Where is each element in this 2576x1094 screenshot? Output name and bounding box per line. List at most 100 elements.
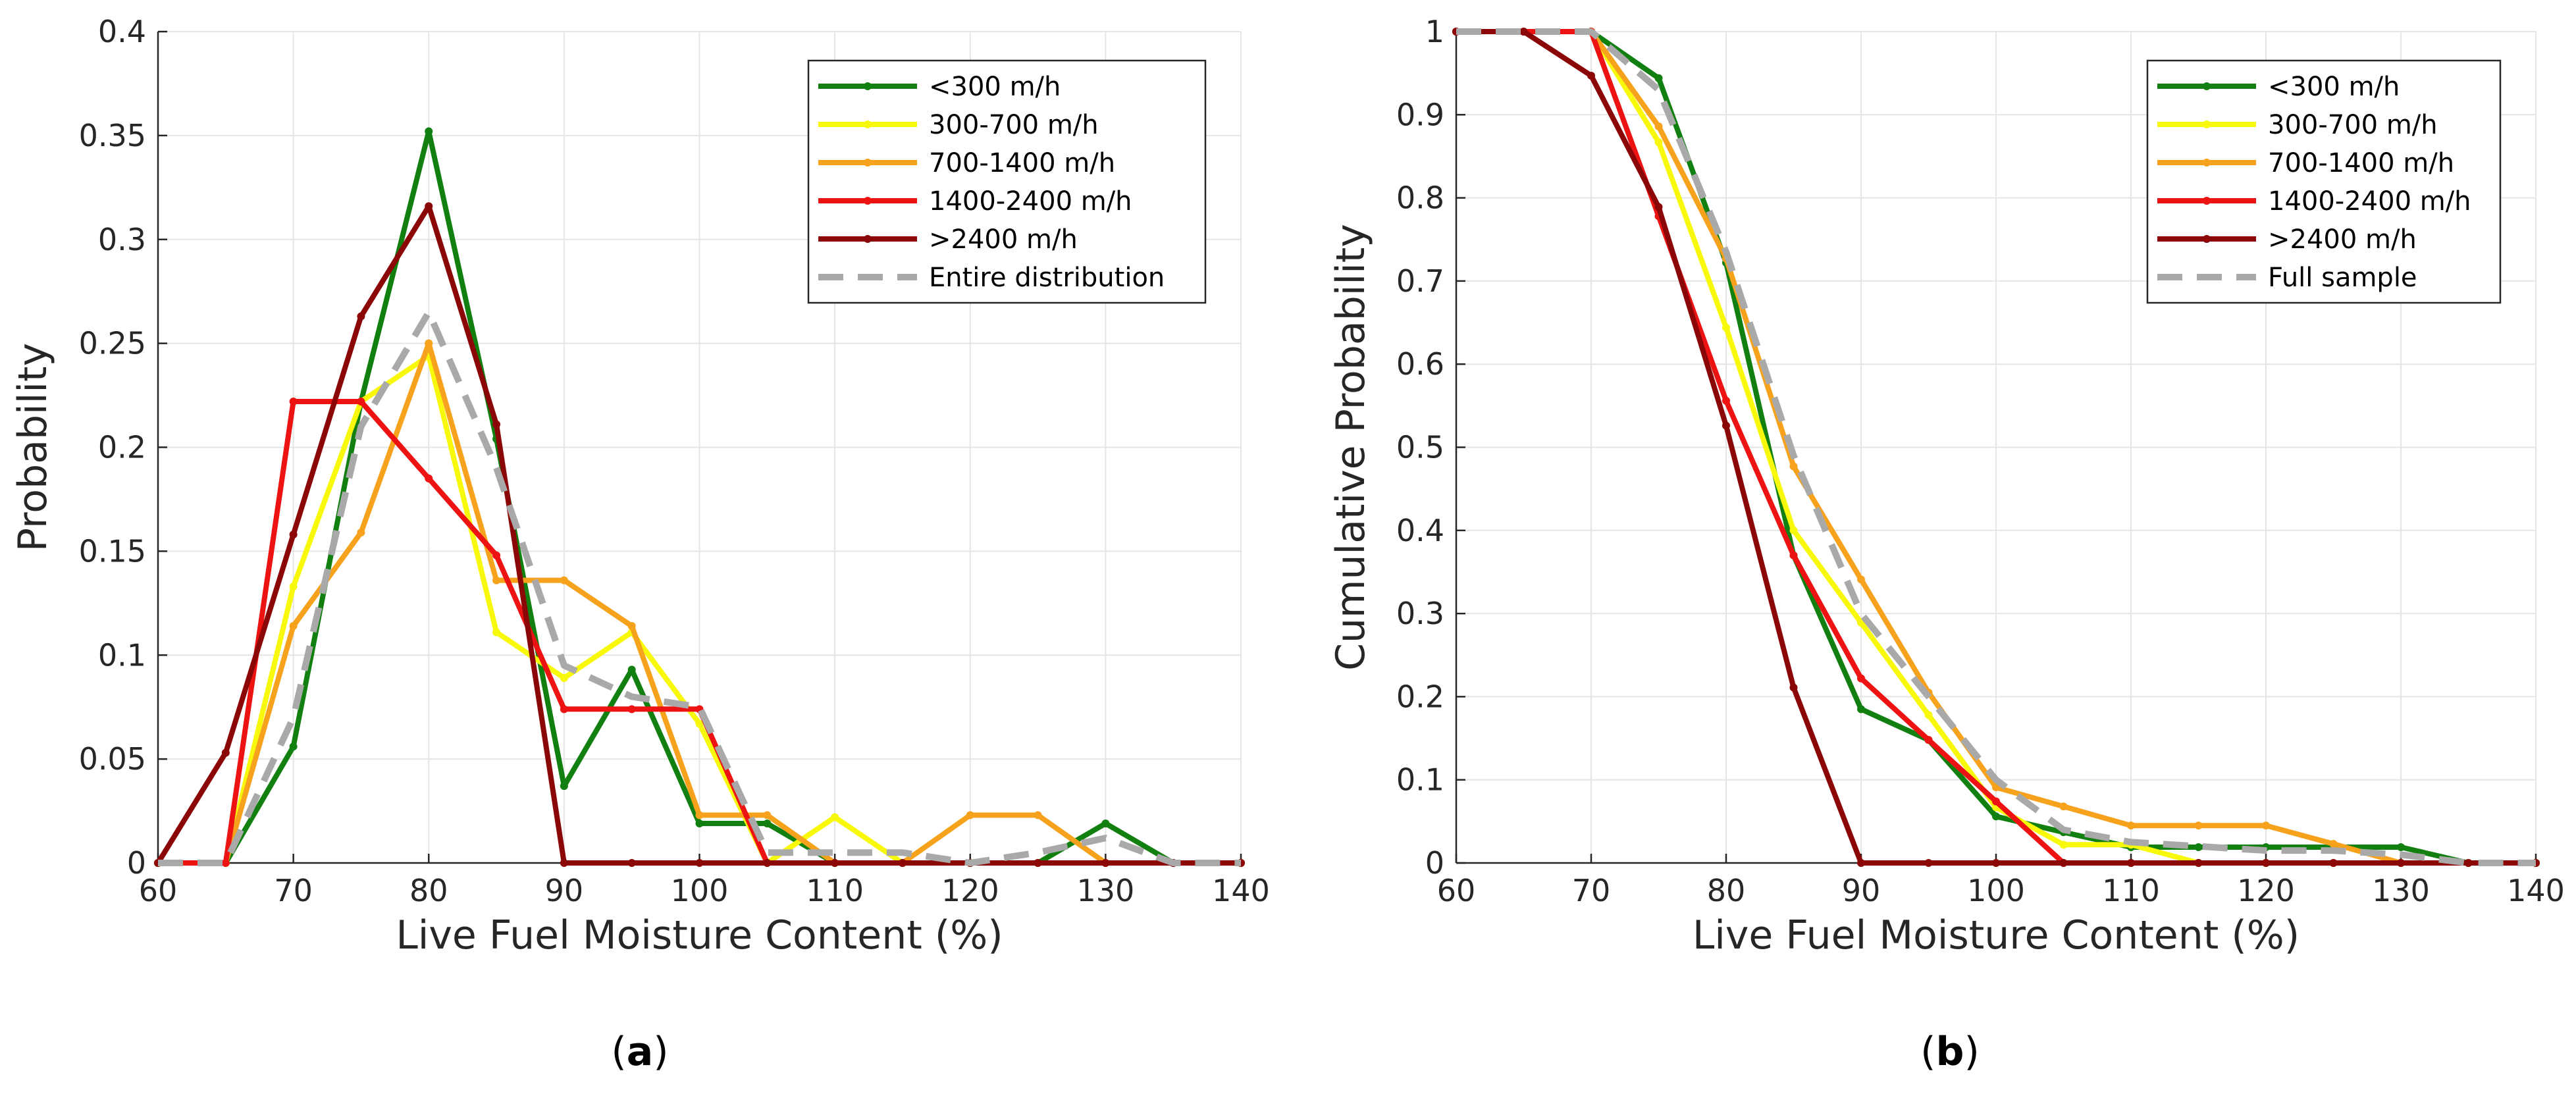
legend-marker-lt300: [864, 82, 872, 90]
legend-marker-lt300: [2203, 82, 2211, 90]
data-point-700_1400: [763, 811, 772, 820]
data-point-1400_2400: [221, 859, 230, 867]
data-point-700_1400: [2127, 821, 2135, 830]
x-tick-label: 130: [1076, 873, 1134, 908]
data-point-gt2400: [357, 312, 365, 321]
data-point-700_1400: [1789, 462, 1798, 471]
y-tick-label: 0.05: [79, 741, 146, 777]
data-point-gt2400: [763, 859, 772, 867]
y-tick-label: 0.1: [98, 637, 146, 673]
data-point-300_700: [1654, 138, 1663, 146]
legend-label-lt300: <300 m/h: [929, 72, 1061, 102]
x-tick-label: 80: [1707, 873, 1746, 908]
x-tick-label: 70: [274, 873, 313, 908]
y-tick-label: 0.6: [1396, 346, 1444, 382]
data-point-300_700: [831, 813, 839, 821]
y-axis-label: Cumulative Probability: [1328, 224, 1374, 671]
data-point-300_700: [560, 673, 568, 682]
data-point-lt300: [2397, 843, 2405, 852]
x-tick-label: 110: [2102, 873, 2160, 908]
x-tick-label: 110: [806, 873, 864, 908]
y-tick-label: 0.7: [1396, 263, 1444, 299]
y-tick-label: 0.9: [1396, 97, 1444, 132]
data-point-700_1400: [2194, 821, 2203, 830]
y-tick-label: 0.2: [98, 430, 146, 465]
legend: <300 m/h 300-700 m/h 700-1400 m/h 1400-2400…: [2146, 59, 2502, 304]
data-point-gt2400: [2127, 859, 2135, 867]
legend-marker-gt2400: [864, 235, 872, 243]
legend-marker-700_1400: [2203, 159, 2211, 167]
data-point-lt300: [1654, 74, 1663, 82]
data-point-700_1400: [966, 811, 974, 820]
data-point-gt2400: [1034, 859, 1042, 867]
y-axis-label: Probability: [10, 343, 56, 552]
data-point-lt300: [2194, 843, 2203, 852]
data-point-300_700: [695, 719, 704, 728]
data-point-1400_2400: [1857, 674, 1865, 683]
data-point-gt2400: [1857, 859, 1865, 867]
data-point-gt2400: [221, 748, 230, 757]
data-point-lt300: [695, 820, 704, 828]
y-tick-label: 0.25: [79, 326, 146, 361]
data-point-gt2400: [1654, 203, 1663, 211]
x-tick-label: 90: [545, 873, 584, 908]
data-point-300_700: [2059, 841, 2068, 849]
legend-label-overall: Entire distribution: [929, 263, 1165, 293]
x-tick-label: 100: [1967, 873, 2025, 908]
y-tick-label: 0.3: [1396, 596, 1444, 631]
data-point-300_700: [289, 583, 298, 591]
data-point-lt300: [1992, 812, 2000, 821]
data-point-gt2400: [289, 531, 298, 539]
data-point-gt2400: [1587, 71, 1595, 80]
data-point-lt300: [560, 782, 568, 791]
legend-label-300_700: 300-700 m/h: [929, 110, 1099, 140]
data-point-gt2400: [425, 202, 433, 211]
y-tick-label: 0.35: [79, 118, 146, 153]
data-point-gt2400: [627, 859, 636, 867]
data-point-1400_2400: [1992, 797, 2000, 806]
data-point-lt300: [1857, 705, 1865, 714]
data-point-1400_2400: [627, 705, 636, 714]
legend-label-gt2400: >2400 m/h: [929, 224, 1078, 255]
panel-b-label: b: [1936, 1029, 1964, 1075]
data-point-700_1400: [1654, 122, 1663, 130]
legend-label-gt2400: >2400 m/h: [2268, 224, 2417, 255]
legend-label-1400_2400: 1400-2400 m/h: [2268, 186, 2471, 217]
data-point-gt2400: [2194, 859, 2203, 867]
x-axis-label: Live Fuel Moisture Content (%): [396, 912, 1003, 958]
y-tick-label: 0.1: [1396, 762, 1444, 798]
data-point-700_1400: [2329, 839, 2338, 848]
x-tick-label: 130: [2372, 873, 2430, 908]
data-point-gt2400: [1924, 859, 1933, 867]
x-tick-label: 60: [139, 873, 178, 908]
data-point-1400_2400: [289, 398, 298, 406]
legend-label-overall: Full sample: [2268, 263, 2417, 293]
data-point-300_700: [1924, 711, 1933, 719]
data-point-gt2400: [2329, 859, 2338, 867]
data-point-gt2400: [1519, 28, 1528, 36]
data-point-700_1400: [289, 622, 298, 631]
data-point-700_1400: [1857, 575, 1865, 584]
data-point-1400_2400: [560, 705, 568, 714]
legend-box: [2146, 59, 2502, 304]
data-point-700_1400: [1034, 811, 1042, 820]
panel-a-caption: (a): [611, 1029, 668, 1075]
x-tick-label: 90: [1842, 873, 1881, 908]
data-point-700_1400: [627, 622, 636, 631]
data-point-lt300: [763, 820, 772, 828]
legend-label-1400_2400: 1400-2400 m/h: [929, 186, 1132, 217]
data-point-lt300: [289, 742, 298, 751]
data-point-1400_2400: [1722, 396, 1730, 405]
data-point-700_1400: [560, 576, 568, 585]
y-tick-label: 0.4: [98, 14, 146, 49]
y-tick-label: 0.3: [98, 222, 146, 257]
x-tick-label: 140: [2507, 873, 2565, 908]
data-point-300_700: [1789, 526, 1798, 534]
data-point-1400_2400: [425, 474, 433, 482]
x-axis-label: Live Fuel Moisture Content (%): [1693, 912, 2300, 958]
data-point-gt2400: [695, 859, 704, 867]
data-point-gt2400: [2397, 859, 2405, 867]
data-point-1400_2400: [492, 551, 501, 560]
x-tick-label: 80: [409, 873, 448, 908]
data-point-300_700: [492, 628, 501, 637]
